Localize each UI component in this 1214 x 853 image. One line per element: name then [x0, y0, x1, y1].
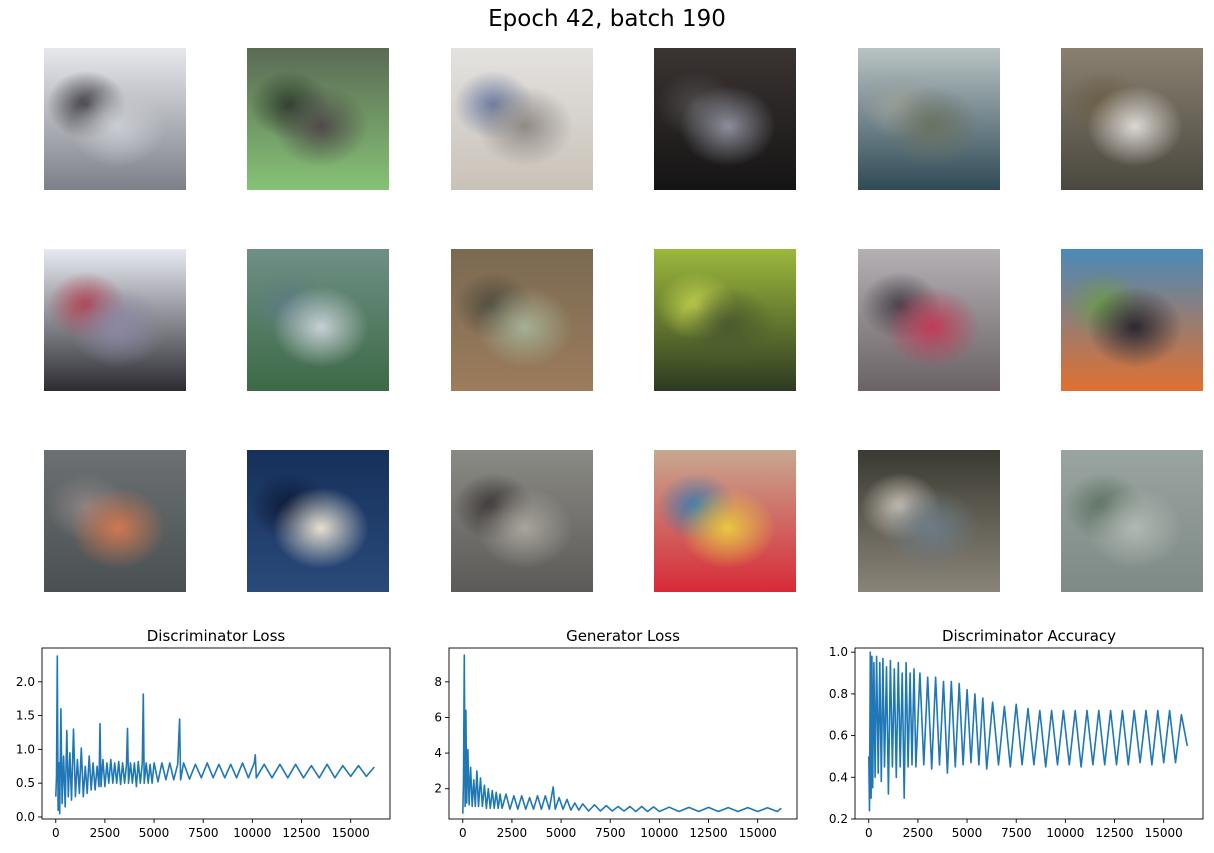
y-tick-label: 1.0: [16, 742, 35, 756]
sample-17: [1061, 450, 1203, 592]
y-tick-label: 0.8: [829, 687, 848, 701]
series-line-0: [55, 655, 375, 815]
y-tick-label: 1.0: [829, 645, 848, 659]
x-tick-label: 5000: [952, 826, 983, 840]
sample-5: [1061, 48, 1203, 190]
x-tick-label: 5000: [139, 826, 170, 840]
sample-4: [858, 48, 1000, 190]
y-tick-label: 6: [434, 710, 442, 724]
x-tick-label: 12500: [282, 826, 320, 840]
chart-title: Discriminator Accuracy: [942, 627, 1116, 645]
sample-13: [247, 450, 389, 592]
chart-0: Discriminator Loss 0 2500 5000 7500 10000 1250…: [16, 627, 391, 840]
x-tick-label: 5000: [546, 826, 577, 840]
sample-2: [451, 48, 593, 190]
sample-15: [654, 450, 796, 592]
x-tick-label: 0: [865, 826, 873, 840]
axes-frame: [854, 647, 1204, 820]
y-tick-label: 8: [434, 675, 442, 689]
sample-6: [44, 249, 186, 391]
sample-7: [247, 249, 389, 391]
chart-2: Discriminator Accuracy 0 2500 5000 7500 10000…: [829, 627, 1204, 840]
y-tick-label: 4: [434, 746, 442, 760]
figure-title: Epoch 42, batch 190: [488, 6, 726, 32]
series-line-0: [868, 651, 1189, 812]
chart-1: Generator Loss 0 2500 5000 7500 10000 12500 150…: [434, 627, 798, 840]
sample-14: [451, 450, 593, 592]
y-tick-label: 0.5: [16, 776, 35, 790]
y-tick-label: 1.5: [16, 709, 35, 723]
x-tick-label: 7500: [188, 826, 219, 840]
chart-title: Discriminator Loss: [147, 627, 286, 645]
x-tick-label: 0: [459, 826, 467, 840]
sample-0: [44, 48, 186, 190]
axes-frame: [448, 647, 798, 820]
sample-10: [858, 249, 1000, 391]
y-tick-label: 0.0: [16, 810, 35, 824]
x-tick-label: 10000: [640, 826, 678, 840]
sample-1: [247, 48, 389, 190]
x-tick-label: 12500: [689, 826, 727, 840]
sample-16: [858, 450, 1000, 592]
x-tick-label: 15000: [739, 826, 777, 840]
sample-12: [44, 450, 186, 592]
y-tick-label: 0.6: [829, 729, 848, 743]
chart-title: Generator Loss: [566, 627, 680, 645]
x-tick-label: 15000: [1145, 826, 1183, 840]
x-tick-label: 7500: [1001, 826, 1032, 840]
y-tick-label: 2: [434, 782, 442, 796]
x-tick-label: 12500: [1095, 826, 1133, 840]
y-tick-label: 0.4: [829, 770, 848, 784]
x-tick-label: 7500: [595, 826, 626, 840]
series-line-0: [462, 654, 782, 814]
x-tick-label: 0: [52, 826, 60, 840]
sample-3: [654, 48, 796, 190]
sample-11: [1061, 249, 1203, 391]
sample-8: [451, 249, 593, 391]
x-tick-label: 2500: [90, 826, 121, 840]
axes-frame: [41, 647, 391, 820]
x-tick-label: 10000: [233, 826, 271, 840]
x-tick-label: 2500: [903, 826, 934, 840]
sample-9: [654, 249, 796, 391]
x-tick-label: 10000: [1046, 826, 1084, 840]
x-tick-label: 2500: [497, 826, 528, 840]
x-tick-label: 15000: [332, 826, 370, 840]
y-tick-label: 2.0: [16, 675, 35, 689]
y-tick-label: 0.2: [829, 812, 848, 826]
